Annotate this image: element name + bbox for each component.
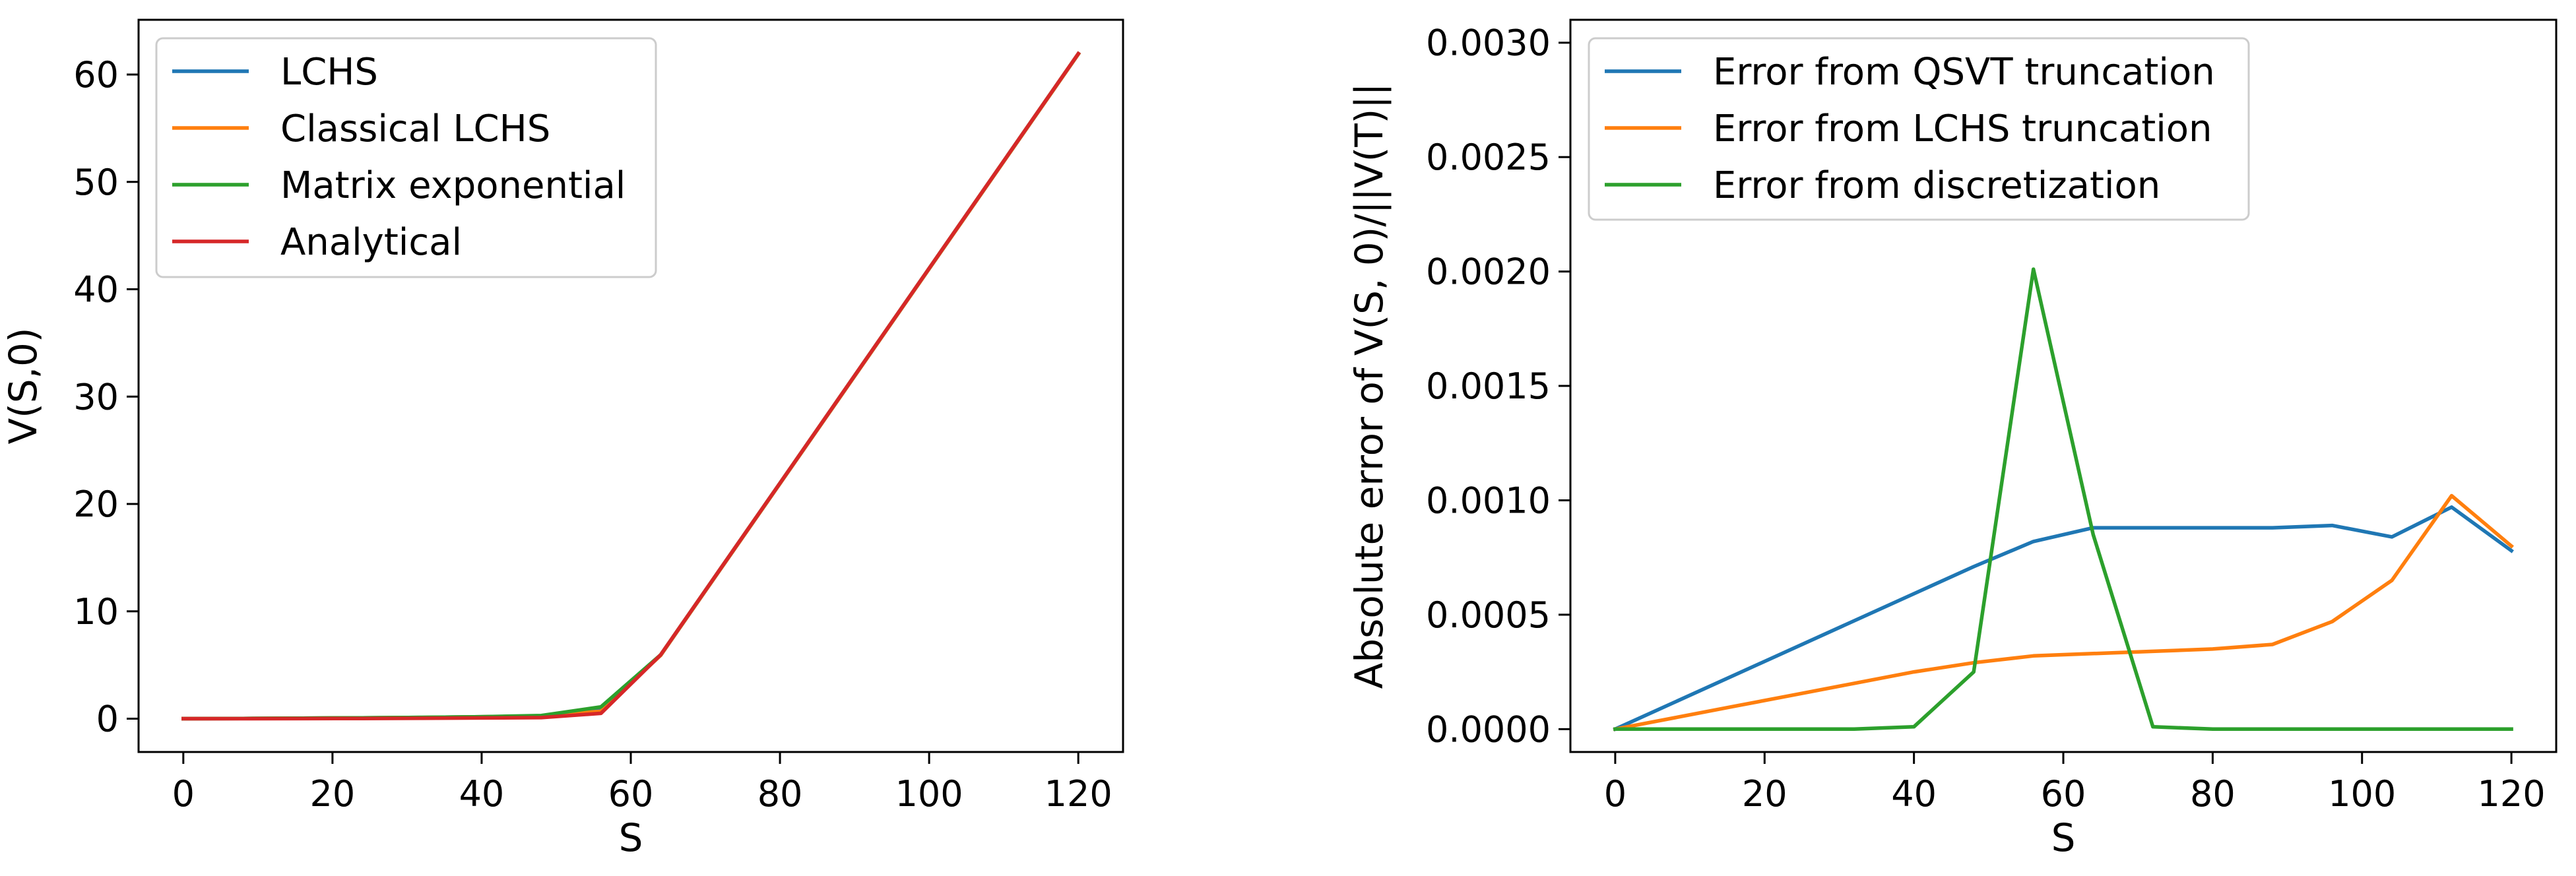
left-chart-y-axis: 0 10 20 30 40 50 60 <box>73 54 139 740</box>
left-chart-x-tick-label: 100 <box>895 773 963 815</box>
right-chart-series-line-3 <box>1613 267 2513 732</box>
right-chart-series-line-1 <box>1613 505 2514 732</box>
left-chart: 0 20 40 60 80 100 120 0 10 20 30 40 50 60 S V(S,0) L… <box>1 18 1124 860</box>
right-chart-y-tick-label: 0.0010 <box>1426 480 1551 521</box>
left-chart-legend-label: Classical LCHS <box>280 108 550 150</box>
right-chart-y-axis-label: Absolute error of V(S, 0)/||V(T)|| <box>1347 83 1392 689</box>
left-chart-series-line-4 <box>181 51 1081 721</box>
left-chart-y-axis-label: V(S,0) <box>1 327 46 444</box>
left-chart-y-tick-label: 40 <box>73 269 119 311</box>
right-chart-y-tick-label: 0.0000 <box>1426 708 1551 750</box>
left-chart-y-tick-label: 20 <box>73 484 119 525</box>
right-chart-x-tick-label: 80 <box>2190 773 2236 815</box>
left-chart-x-tick-label: 60 <box>608 773 654 815</box>
left-chart-x-tick-label: 120 <box>1045 773 1112 815</box>
right-chart-y-tick-label: 0.0030 <box>1426 22 1551 64</box>
left-chart-legend-label: Matrix exponential <box>280 164 626 207</box>
left-chart-series <box>181 51 1081 721</box>
left-chart-y-tick-label: 60 <box>73 54 119 96</box>
right-chart-legend-box <box>1588 37 2250 221</box>
left-chart-legend-box <box>155 37 657 278</box>
left-chart-legend: LCHS Classical LCHS Matrix exponential Anal… <box>155 37 657 278</box>
right-chart: 0 20 40 60 80 100 120 0.0000 0.0005 0.0010 0.0015… <box>1347 18 2558 860</box>
left-chart-y-tick-label: 50 <box>73 162 119 203</box>
right-chart-legend-label: Error from discretization <box>1713 164 2160 207</box>
left-chart-x-tick-label: 20 <box>310 773 356 815</box>
left-chart-legend-label: LCHS <box>280 51 378 94</box>
left-chart-x-axis: 0 20 40 60 80 100 120 <box>172 752 1112 815</box>
right-chart-y-tick-label: 0.0025 <box>1426 137 1551 178</box>
left-chart-x-tick-label: 40 <box>459 773 505 815</box>
right-chart-y-axis: 0.0000 0.0005 0.0010 0.0015 0.0020 0.0025 0.00… <box>1426 22 1570 750</box>
right-chart-x-axis-label: S <box>2051 815 2076 860</box>
right-chart-legend: Error from QSVT truncation Error from LCH… <box>1588 37 2250 221</box>
right-chart-series <box>1613 267 2514 732</box>
left-chart-legend-label: Analytical <box>280 221 462 264</box>
right-chart-x-tick-label: 120 <box>2478 773 2546 815</box>
right-chart-x-tick-label: 0 <box>1604 773 1626 815</box>
left-chart-y-tick-label: 10 <box>73 591 119 633</box>
right-chart-y-tick-label: 0.0020 <box>1426 251 1551 293</box>
right-chart-series-line-2 <box>1613 493 2514 732</box>
right-chart-legend-label: Error from QSVT truncation <box>1713 51 2215 94</box>
right-chart-x-tick-label: 40 <box>1891 773 1937 815</box>
left-chart-y-tick-label: 0 <box>96 699 119 740</box>
left-chart-x-axis-label: S <box>619 815 643 860</box>
left-chart-x-tick-label: 0 <box>172 773 195 815</box>
right-chart-y-tick-label: 0.0015 <box>1426 365 1551 407</box>
right-chart-x-tick-label: 20 <box>1742 773 1787 815</box>
right-chart-x-tick-label: 100 <box>2328 773 2396 815</box>
right-chart-x-tick-label: 60 <box>2041 773 2086 815</box>
right-chart-y-tick-label: 0.0005 <box>1426 594 1551 636</box>
left-chart-x-tick-label: 80 <box>757 773 803 815</box>
right-chart-legend-label: Error from LCHS truncation <box>1713 108 2212 150</box>
right-chart-x-axis: 0 20 40 60 80 100 120 <box>1604 752 2546 815</box>
left-chart-y-tick-label: 30 <box>73 376 119 418</box>
